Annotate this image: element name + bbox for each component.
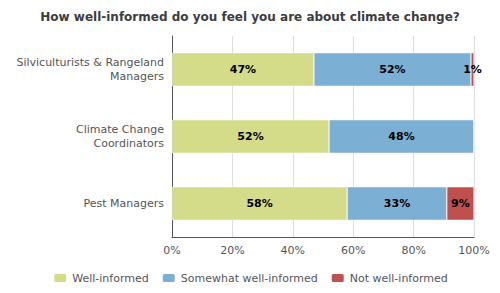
svg-text:20%: 20% [220, 244, 244, 257]
svg-text:Not well-informed: Not well-informed [350, 272, 448, 285]
svg-text:Coordinators: Coordinators [93, 137, 164, 150]
svg-text:Silviculturists & Rangeland: Silviculturists & Rangeland [16, 56, 164, 69]
svg-text:60%: 60% [341, 244, 365, 257]
svg-text:Managers: Managers [110, 70, 164, 83]
svg-text:52%: 52% [379, 63, 405, 76]
svg-text:Somewhat well-informed: Somewhat well-informed [181, 272, 318, 285]
svg-text:33%: 33% [384, 197, 410, 210]
svg-text:80%: 80% [401, 244, 425, 257]
svg-text:How well-informed do you feel: How well-informed do you feel you are ab… [40, 10, 460, 24]
svg-text:9%: 9% [451, 197, 470, 210]
svg-text:Climate Change: Climate Change [76, 123, 164, 136]
svg-text:40%: 40% [281, 244, 305, 257]
svg-text:58%: 58% [246, 197, 272, 210]
svg-text:0%: 0% [163, 244, 180, 257]
svg-text:52%: 52% [237, 130, 263, 143]
svg-text:1%: 1% [463, 63, 482, 76]
svg-text:100%: 100% [458, 244, 489, 257]
svg-text:48%: 48% [388, 130, 414, 143]
svg-text:47%: 47% [230, 63, 256, 76]
svg-text:Pest Managers: Pest Managers [84, 197, 165, 210]
svg-text:Well-informed: Well-informed [72, 272, 149, 285]
